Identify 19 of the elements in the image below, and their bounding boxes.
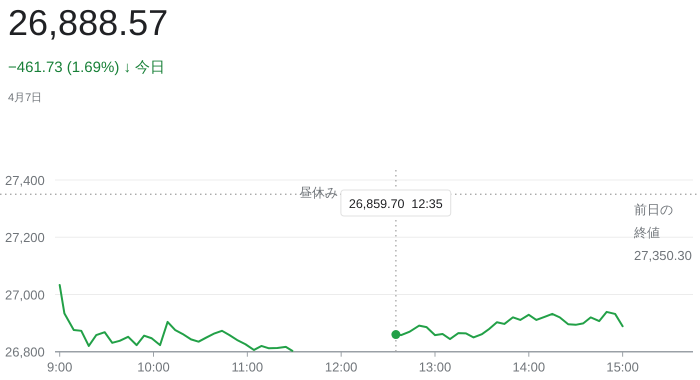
x-tick-label: 12:00	[324, 360, 358, 375]
y-tick-label: 27,000	[5, 287, 45, 302]
y-tick-label: 27,400	[5, 173, 45, 188]
title: 26,888.57	[8, 2, 168, 43]
annotation: 4月7日	[8, 92, 42, 104]
x-tick-label: 11:00	[232, 360, 264, 375]
annotation: 26,859.70 12:35	[348, 197, 443, 211]
x-tick-label: 14:00	[512, 360, 546, 375]
tooltip: 26,859.70 12:35	[340, 190, 452, 216]
annotation: 昼休み	[299, 185, 338, 200]
x-tick-label: 13:00	[418, 360, 452, 375]
x-tick-label: 15:00	[606, 360, 639, 375]
x-tick-label: 10:00	[137, 360, 170, 375]
y-tick-label: 26,800	[5, 344, 45, 360]
ref-label: 前日の終値	[634, 202, 673, 240]
annotation: 27,350.30	[634, 248, 692, 264]
y-tick-label: 27,200	[5, 230, 45, 246]
subtitle: −461.73 (1.69%) ↓ 今日	[8, 59, 166, 76]
x-tick-label: 9:00	[47, 360, 72, 375]
